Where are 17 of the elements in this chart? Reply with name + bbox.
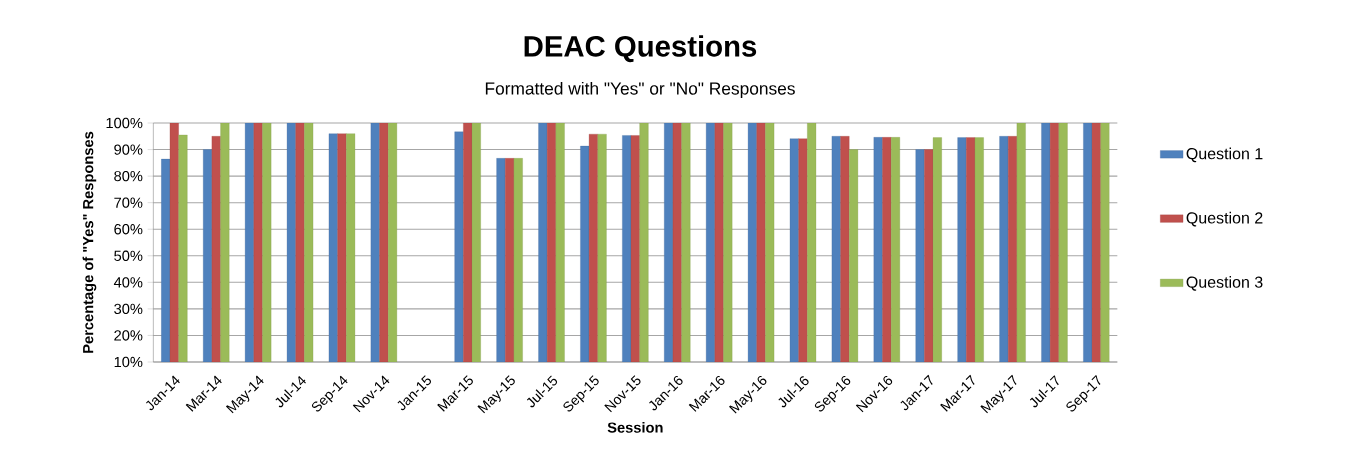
y-tick-label: 50% [114, 250, 143, 261]
y-tick-label: 70% [114, 197, 143, 208]
y-tick-label: 100% [106, 117, 143, 129]
y-tick-label: 40% [113, 277, 143, 288]
y-tick-label: 10% [114, 356, 143, 368]
y-tick-label: 20% [114, 330, 143, 341]
y-tick-label: 60% [114, 224, 143, 235]
chart-subtitle: Formatted with "Yes" or "No" Responses [485, 81, 795, 99]
x-axis-title: Session [607, 421, 663, 433]
y-tick-label: 30% [114, 303, 143, 315]
chart-title: DEAC Questions [524, 35, 757, 63]
legend-label: Question 1 [1186, 147, 1263, 163]
y-tick-label: 90% [114, 144, 143, 155]
y-axis-title: Percentage of "Yes" Responses [82, 131, 97, 353]
legend-label: Question 3 [1186, 276, 1263, 291]
y-tick-label: 80% [114, 170, 143, 182]
legend-label: Question 2 [1186, 211, 1263, 227]
